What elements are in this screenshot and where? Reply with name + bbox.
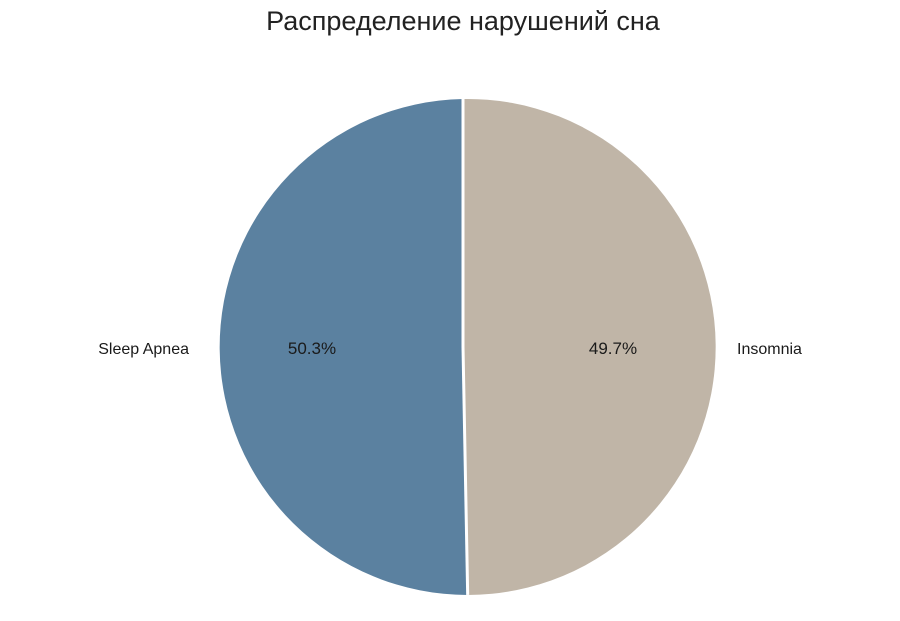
svg-text:50.3%: 50.3% (288, 339, 336, 358)
svg-text:49.7%: 49.7% (589, 339, 637, 358)
svg-text:Insomnia: Insomnia (737, 341, 802, 358)
svg-text:Sleep Apnea: Sleep Apnea (98, 341, 189, 358)
